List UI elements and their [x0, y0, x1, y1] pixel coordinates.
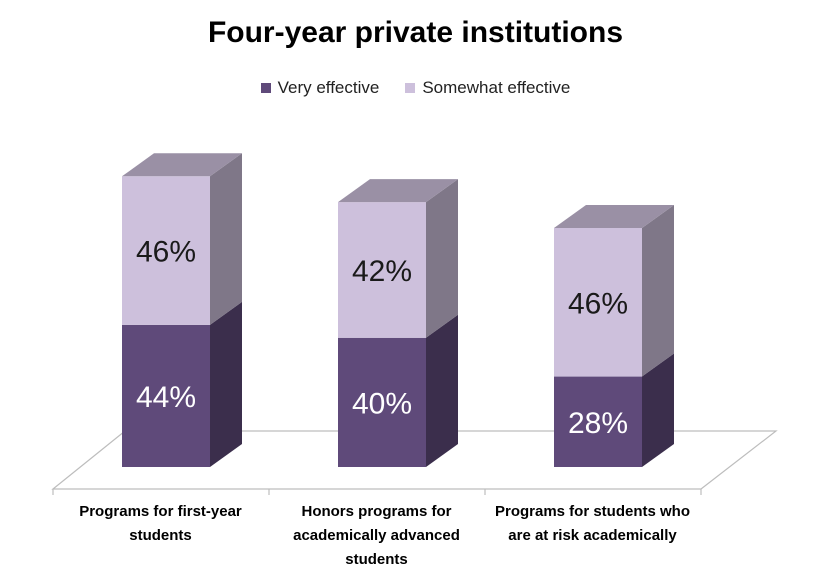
legend-label-somewhat-effective: Somewhat effective — [422, 78, 571, 97]
legend: Very effective Somewhat effective — [0, 78, 831, 98]
bar-side-very-2 — [642, 353, 674, 467]
data-label-very-1: 40% — [352, 387, 412, 420]
category-label-honors: Honors programs for academically advance… — [293, 503, 460, 568]
category-label-first-year: Programs for first-year students — [79, 503, 242, 544]
bar-side-somewhat-0 — [210, 153, 242, 325]
bar-side-somewhat-2 — [642, 204, 674, 377]
legend-item-very-effective: Very effective — [260, 78, 380, 98]
data-label-somewhat-1: 42% — [352, 255, 412, 288]
bar-side-very-0 — [210, 301, 242, 467]
chart-title: Four-year private institutions — [207, 16, 624, 49]
bar-top-0 — [122, 153, 242, 177]
bar-somewhat-0 — [122, 176, 210, 325]
legend-swatch-somewhat-effective — [405, 83, 416, 93]
data-label-very-2: 28% — [568, 407, 628, 440]
bar-side-somewhat-1 — [426, 179, 458, 338]
bar-very-0 — [122, 324, 210, 467]
legend-swatch-very-effective — [260, 83, 271, 93]
data-label-somewhat-0: 46% — [136, 236, 196, 269]
bar-top-2 — [554, 204, 674, 228]
data-label-somewhat-2: 46% — [568, 287, 628, 320]
bar-somewhat-2 — [554, 227, 642, 377]
bar-somewhat-1 — [338, 202, 426, 338]
legend-item-somewhat-effective: Somewhat effective — [405, 78, 570, 98]
bar-top-1 — [338, 179, 458, 203]
bar-side-very-1 — [426, 314, 458, 467]
bar-very-2 — [554, 376, 642, 467]
data-label-very-0: 44% — [136, 381, 196, 414]
legend-label-very-effective: Very effective — [277, 78, 380, 97]
bar-very-1 — [338, 337, 426, 467]
category-label-at-risk: Programs for students who are at risk ac… — [494, 503, 691, 544]
